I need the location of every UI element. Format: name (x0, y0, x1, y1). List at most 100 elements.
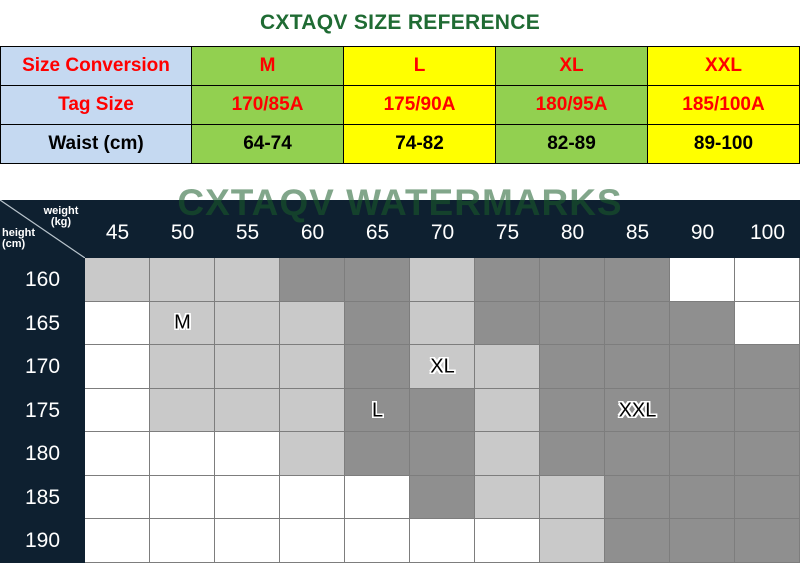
matrix-cell-170-75 (475, 345, 540, 389)
page-title: CXTAQV SIZE REFERENCE (259, 11, 541, 34)
matrix-cell-170-100 (735, 345, 800, 389)
matrix-cell-160-80 (540, 258, 605, 302)
matrix-cell-165-50 (150, 301, 215, 346)
height-row-headers: 160 165 170 175 180 185 190 (0, 258, 85, 563)
matrix-cell-190-100 (735, 519, 800, 563)
matrix-cell-185-85 (605, 475, 670, 520)
matrix-cell-165-45 (85, 301, 150, 346)
tag-size-l: 175/90A (343, 85, 496, 125)
waist-xxl: 89-100 (647, 124, 800, 164)
matrix-cell-190-90 (670, 519, 735, 563)
weight-axis-label: weight (kg) (38, 206, 84, 228)
size-label-m: M (174, 311, 191, 334)
matrix-cell-180-100 (735, 432, 800, 476)
weight-header-55: 55 (235, 221, 260, 244)
matrix-cell-165-60 (280, 301, 345, 346)
size-conversion-m: M (191, 46, 344, 86)
matrix-cell-180-70 (410, 432, 475, 476)
matrix-cell-180-85 (605, 432, 670, 476)
weight-axis-unit: (kg) (50, 216, 72, 228)
weight-header-65: 65 (365, 221, 390, 244)
size-conversion-l: L (343, 46, 496, 86)
matrix-cell-190-75 (475, 519, 540, 563)
weight-header-85: 85 (625, 221, 650, 244)
matrix-cell-175-80 (540, 388, 605, 433)
size-label-xxl: XXL (618, 399, 657, 421)
row-header-waist: Waist (cm) (0, 124, 192, 164)
matrix-cell-175-55 (215, 388, 280, 433)
height-header-190: 190 (24, 529, 61, 553)
matrix-cell-175-60 (280, 388, 345, 433)
height-header-170: 170 (24, 355, 61, 379)
matrix-cell-160-55 (215, 258, 280, 302)
table-row: Waist (cm) 64-74 74-82 82-89 89-100 (0, 124, 800, 164)
height-axis-label: height (cm) (2, 228, 50, 250)
height-header-180: 180 (24, 442, 61, 466)
matrix-cell-180-55 (215, 432, 280, 476)
matrix-cell-185-50 (150, 475, 215, 520)
matrix-cell-190-55 (215, 519, 280, 563)
height-header-165: 165 (24, 311, 61, 335)
matrix-cell-185-80 (540, 475, 605, 520)
matrix-cell-175-65 (345, 388, 410, 433)
size-conversion-table-panel: CXTAQV SIZE REFERENCE Size Conversion M … (0, 0, 800, 200)
matrix-cell-160-90 (670, 258, 735, 302)
size-label-xl: XL (430, 355, 455, 378)
tag-size-m: 170/85A (191, 85, 344, 125)
matrix-cell-175-50 (150, 388, 215, 433)
height-weight-matrix: weight (kg) height (cm) 45 50 55 60 65 70 75 80… (0, 200, 800, 563)
matrix-cell-175-100 (735, 388, 800, 433)
matrix-cell-190-65 (345, 519, 410, 563)
matrix-cell-175-90 (670, 388, 735, 433)
matrix-cell-175-70 (410, 388, 475, 433)
matrix-cell-170-55 (215, 345, 280, 389)
matrix-cell-185-60 (280, 475, 345, 520)
matrix-cell-170-90 (670, 345, 735, 389)
row-header-tag-size: Tag Size (0, 85, 192, 125)
weight-header-45: 45 (105, 221, 130, 244)
matrix-cell-190-45 (85, 519, 150, 563)
tag-size-xl: 180/95A (495, 85, 648, 125)
size-conversion-xl: XL (495, 46, 648, 86)
matrix-cell-160-65 (345, 258, 410, 302)
matrix-cell-190-50 (150, 519, 215, 563)
matrix-cell-160-70 (410, 258, 475, 302)
weight-header-100: 100 (749, 221, 786, 244)
matrix-cell-165-100 (735, 301, 800, 346)
matrix-cells: M XL L XXL (85, 258, 800, 563)
matrix-cell-180-50 (150, 432, 215, 476)
matrix-cell-185-70 (410, 475, 475, 520)
weight-axis-caption: weight (43, 205, 79, 217)
matrix-cell-170-70 (410, 345, 475, 389)
matrix-cell-180-75 (475, 432, 540, 476)
table-row: Tag Size 170/85A 175/90A 180/95A 185/100… (0, 85, 800, 125)
matrix-cell-175-85 (605, 388, 670, 433)
matrix-cell-185-55 (215, 475, 280, 520)
matrix-cell-160-50 (150, 258, 215, 302)
matrix-cell-160-60 (280, 258, 345, 302)
matrix-cell-160-75 (475, 258, 540, 302)
matrix-cell-170-60 (280, 345, 345, 389)
matrix-cell-190-80 (540, 519, 605, 563)
corner-diagonal-divider (0, 200, 85, 258)
weight-header-80: 80 (560, 221, 585, 244)
matrix-cell-185-65 (345, 475, 410, 520)
height-header-175: 175 (24, 398, 61, 422)
matrix-cell-175-75 (475, 388, 540, 433)
matrix-cell-170-65 (345, 345, 410, 389)
matrix-cell-180-45 (85, 432, 150, 476)
tag-size-xxl: 185/100A (647, 85, 800, 125)
height-header-160: 160 (24, 268, 61, 291)
matrix-cell-185-90 (670, 475, 735, 520)
weight-header-50: 50 (170, 221, 195, 244)
matrix-cell-170-45 (85, 345, 150, 389)
matrix-cell-165-85 (605, 301, 670, 346)
matrix-cell-185-75 (475, 475, 540, 520)
matrix-cell-180-65 (345, 432, 410, 476)
matrix-cell-170-80 (540, 345, 605, 389)
matrix-cell-165-65 (345, 301, 410, 346)
row-header-size-conversion: Size Conversion (0, 46, 192, 86)
matrix-cell-185-100 (735, 475, 800, 520)
weight-column-headers: 45 50 55 60 65 70 75 80 85 90 100 (85, 200, 800, 258)
weight-header-75: 75 (495, 221, 520, 244)
